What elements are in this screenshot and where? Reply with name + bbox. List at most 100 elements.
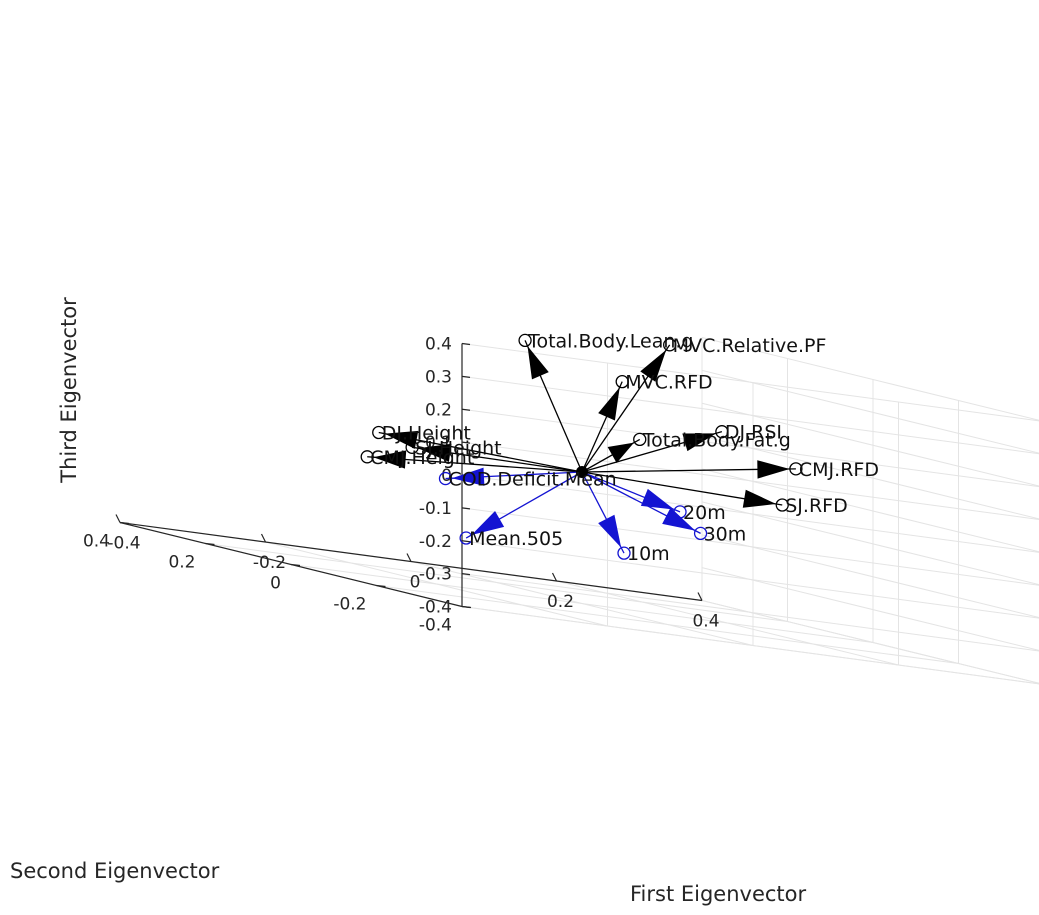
- z-tick-label: 0.2: [425, 400, 452, 420]
- vector-label: 20m: [683, 502, 726, 524]
- x-tick: [115, 514, 121, 523]
- x-tick: [406, 553, 412, 562]
- vector-endpoint: [615, 374, 629, 389]
- vector-arrowhead: [640, 349, 667, 382]
- vector-arrowhead: [373, 450, 407, 469]
- vector-arrowhead: [598, 387, 620, 421]
- z-axis-label: Third Eigenvector: [57, 297, 81, 484]
- vector-endpoint: [438, 471, 453, 486]
- tick-labels: -0.4-0.3-0.2-0.100.10.20.30.4-0.4-0.200.…: [83, 335, 720, 636]
- z-tick-label: -0.3: [419, 565, 452, 585]
- vector-cmj-rfd: [581, 460, 803, 479]
- y-tick-label: 0.4: [83, 532, 110, 552]
- vector-total-body-lean-g: [518, 333, 583, 473]
- vector-endpoint: [372, 425, 386, 440]
- vector-label: MVC.RFD: [625, 372, 712, 394]
- vector-label: SJ.Height: [415, 437, 502, 459]
- vector-endpoint: [617, 546, 631, 560]
- z-tick: [461, 507, 471, 510]
- vector-30m: [581, 471, 708, 541]
- grid-lines: [119, 337, 1039, 685]
- grid-line: [701, 402, 1039, 487]
- vector-endpoint: [775, 498, 789, 512]
- grid-line: [205, 543, 788, 622]
- vector-arrowhead: [527, 346, 549, 380]
- vector-arrowhead: [662, 507, 696, 531]
- vector-arrowhead: [742, 489, 777, 508]
- vector-arrowhead: [640, 488, 675, 510]
- z-tick: [461, 342, 471, 346]
- vector-20m: [581, 471, 687, 519]
- z-tick: [461, 441, 471, 444]
- vector-label: CMJ.Height: [370, 447, 474, 469]
- vector-mean-505: [459, 471, 583, 545]
- grid-line: [376, 585, 959, 664]
- vector-endpoint: [715, 425, 729, 439]
- vector-arrowhead: [451, 467, 485, 486]
- vector-label: Total.Body.Lean.g: [527, 330, 693, 352]
- vector-label: DJ.RSI: [725, 422, 782, 444]
- vector-arrowhead: [471, 511, 505, 535]
- vector-label: COD.Deficit.Mean: [449, 469, 617, 491]
- vector-cod-deficit-mean: [438, 467, 583, 486]
- x-tick-label: 0.2: [547, 592, 574, 612]
- vector-mvc-relative-pf: [581, 338, 677, 473]
- grid-line: [290, 564, 874, 643]
- vector-total-body-fat-g: [581, 432, 647, 473]
- grid-line: [701, 468, 1039, 553]
- y-tick-label: -0.4: [419, 616, 452, 636]
- grid-line: [701, 501, 1039, 586]
- z-tick-label: -0.4: [419, 598, 452, 618]
- grid-line: [701, 567, 1039, 651]
- y-tick: [290, 563, 301, 567]
- vector-endpoint: [633, 432, 647, 447]
- vector-arrowhead: [607, 442, 635, 464]
- z-tick-label: -0.2: [419, 532, 452, 552]
- z-tick: [461, 408, 471, 411]
- grid-line: [701, 369, 1039, 454]
- vector-endpoint: [789, 462, 803, 476]
- grid-line: [701, 534, 1039, 619]
- y-axis-label: Second Eigenvector: [10, 859, 220, 883]
- x-tick-label: -0.4: [107, 534, 140, 554]
- z-tick-label: 0.4: [425, 335, 452, 355]
- z-tick: [461, 375, 471, 378]
- vector-endpoint: [459, 531, 473, 545]
- x-tick: [697, 592, 703, 601]
- vector-endpoint: [663, 338, 677, 352]
- x-tick-label: 0: [410, 573, 421, 593]
- grid-line: [461, 606, 1039, 685]
- origin-point: [576, 466, 588, 478]
- vector-label: SJ.RFD: [785, 495, 847, 517]
- vector-dj-rsi: [581, 425, 729, 473]
- vector-label: Total.Body.Fat.g: [642, 429, 791, 451]
- z-tick: [461, 573, 471, 576]
- y-tick-label: 0.2: [168, 553, 195, 573]
- vector-arrowhead: [757, 460, 790, 479]
- y-tick: [376, 584, 386, 588]
- vector-arrowhead: [682, 433, 716, 452]
- vector-label: CMJ.RFD: [799, 459, 879, 481]
- vector-label: MVC.Relative.PF: [673, 335, 827, 357]
- x-tick-label: -0.2: [253, 553, 286, 573]
- vector-endpoint: [360, 450, 374, 464]
- y-tick: [205, 542, 215, 546]
- y-tick-label: -0.2: [333, 595, 366, 615]
- y-tick: [119, 521, 130, 525]
- vector-label: 30m: [704, 523, 747, 545]
- loading-vectors: [360, 333, 803, 560]
- vector-label: DJ.Height: [382, 423, 471, 445]
- vector-label: Mean.505: [469, 528, 563, 550]
- z-tick-label: 0.3: [425, 367, 452, 387]
- vector-arrowhead: [384, 430, 419, 449]
- z-tick-label: -0.1: [419, 499, 452, 519]
- grid-line: [701, 600, 1039, 684]
- y-tick: [461, 605, 472, 609]
- z-tick-label: 0: [441, 466, 452, 486]
- vector-sj-rfd: [581, 471, 789, 512]
- vector-label: 10m: [627, 543, 670, 565]
- vector-endpoint: [693, 526, 708, 541]
- x-axis-label: First Eigenvector: [630, 882, 807, 906]
